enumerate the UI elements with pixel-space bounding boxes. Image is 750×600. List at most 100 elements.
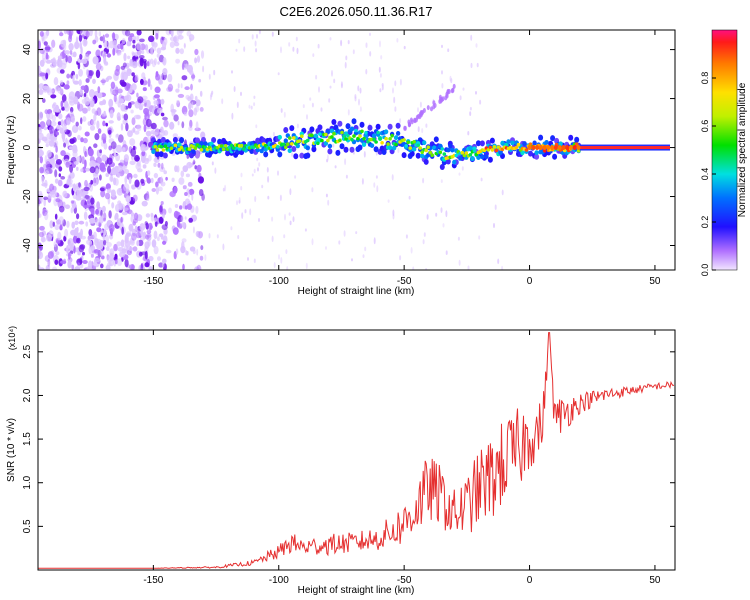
spectrogram-band-point	[284, 145, 288, 150]
spectrogram-noise-point	[70, 250, 74, 255]
spectrogram-noise-point	[271, 31, 274, 37]
spectrogram-noise-point	[140, 251, 147, 256]
spectrogram-noise-point	[379, 88, 382, 93]
spectrogram-noise-point	[309, 97, 312, 101]
spectrogram-noise-point	[195, 99, 201, 107]
spectrogram-band-point	[364, 130, 368, 135]
spectrogram-noise-point	[49, 183, 55, 192]
spectrogram-band-point	[223, 144, 228, 148]
spectrogram-noise-point	[170, 109, 177, 113]
spectrogram-noise-point	[181, 241, 185, 250]
spectrogram-noise-point	[114, 259, 118, 265]
spectrogram-noise-point	[63, 258, 67, 265]
spectrogram-noise-point	[185, 173, 190, 178]
spectrogram-noise-point	[379, 73, 382, 78]
spectrogram-noise-point	[76, 156, 81, 163]
spectrogram-band-point	[169, 146, 174, 150]
spectrogram-noise-point	[417, 126, 420, 133]
x-tick-label: -150	[143, 276, 163, 287]
spectrogram-band-point	[324, 132, 328, 137]
spectrogram-band-point	[195, 137, 200, 144]
spectrogram-noise-point	[312, 53, 315, 57]
colorbar-tick-label: 0.2	[700, 216, 710, 229]
spectrogram-noise-point	[105, 246, 110, 251]
spectrogram-band-point	[420, 153, 425, 159]
spectrogram-noise-point	[278, 254, 280, 260]
spectrogram-band-point	[345, 123, 351, 130]
spectrogram-noise-point	[80, 137, 84, 143]
snr-scale-label: (x10⁴)	[7, 326, 17, 350]
spectrogram-noise-point	[120, 123, 124, 131]
spectrogram-band-point	[283, 127, 289, 133]
spectrogram-noise-point	[115, 64, 121, 72]
spectrogram-noise-point	[153, 162, 157, 167]
spectrogram-noise-point	[136, 114, 141, 120]
spectrogram-noise-point	[61, 131, 66, 140]
spectrogram-trace-point	[419, 110, 423, 115]
colorbar-tick-label: 0.4	[700, 168, 710, 181]
spectrogram-noise-point	[458, 172, 461, 176]
spectrogram-noise-point	[170, 30, 174, 37]
spectrogram-noise-point	[136, 42, 142, 51]
spectrogram-noise-point	[59, 225, 63, 231]
spectrogram-band-point	[340, 130, 344, 135]
spectrogram-noise-point	[57, 231, 62, 241]
spectrogram-noise-point	[89, 30, 93, 37]
spectrogram-noise-point	[53, 143, 56, 149]
spectrogram-noise-point	[95, 63, 102, 71]
spectrogram-noise-point	[158, 216, 164, 224]
spectrogram-noise-point	[168, 207, 172, 214]
spectrogram-band-point	[311, 146, 317, 153]
spectrogram-noise-point	[421, 128, 424, 134]
spectrogram-noise-point	[410, 247, 413, 254]
spectrogram-noise-point	[137, 239, 144, 247]
spectrogram-noise-point	[185, 198, 190, 205]
spectrogram-noise-point	[311, 187, 314, 193]
spectrogram-band-point	[406, 140, 411, 145]
spectrogram-band-point	[506, 139, 511, 145]
spectrogram-noise-point	[68, 43, 74, 51]
spectrogram-noise-point	[253, 95, 256, 100]
spectrogram-clean-line	[579, 146, 670, 150]
spectrogram-noise-point	[80, 46, 83, 55]
spectrogram-noise-point	[54, 213, 58, 220]
spectrogram-trace-point	[403, 125, 407, 131]
spectrogram-noise-point	[99, 149, 102, 154]
spectrogram-noise-point	[146, 177, 151, 183]
spectrogram-noise-point	[85, 78, 90, 83]
spectrogram-noise-point	[183, 111, 188, 117]
spectrogram-noise-point	[289, 188, 292, 196]
spectrogram-noise-point	[493, 223, 495, 228]
spectrogram-noise-point	[373, 237, 376, 245]
spectrogram-band-point	[162, 152, 168, 159]
spectrogram-noise-point	[177, 83, 180, 89]
spectrogram-band-point	[565, 145, 570, 151]
spectrogram-band-point	[426, 145, 431, 149]
spectrogram-noise-point	[171, 177, 175, 182]
spectrogram-band-point	[335, 149, 341, 156]
spectrogram-noise-point	[131, 83, 137, 91]
spectrogram-noise-point	[140, 143, 147, 153]
spectrogram-noise-point	[66, 73, 71, 79]
spectrogram-noise-point	[146, 170, 151, 176]
spectrogram-noise-point	[126, 68, 132, 77]
x-tick-label: -100	[269, 276, 289, 287]
spectrogram-noise-point	[45, 160, 51, 170]
spectrogram-noise-point	[178, 177, 185, 185]
spectrogram-noise-point	[197, 231, 200, 238]
spectrogram-trace-point	[409, 117, 413, 123]
spectrogram-noise-point	[142, 87, 147, 92]
spectrogram-noise-point	[50, 94, 57, 99]
spectrogram-noise-point	[392, 209, 395, 217]
spectrogram-noise-point	[277, 72, 280, 76]
spectrogram-noise-point	[179, 205, 183, 210]
spectrogram-noise-point	[157, 236, 160, 242]
spectrogram-noise-point	[130, 109, 134, 114]
spectrogram-noise-point	[194, 150, 201, 159]
spectrogram-noise-point	[192, 249, 196, 255]
spectrogram-noise-point	[96, 227, 102, 233]
spectrogram-ylabel: Frequency (Hz)	[6, 116, 17, 185]
spectrogram-noise-point	[52, 61, 59, 67]
spectrogram-noise-point	[76, 213, 80, 220]
spectrogram-noise-point	[185, 250, 188, 256]
